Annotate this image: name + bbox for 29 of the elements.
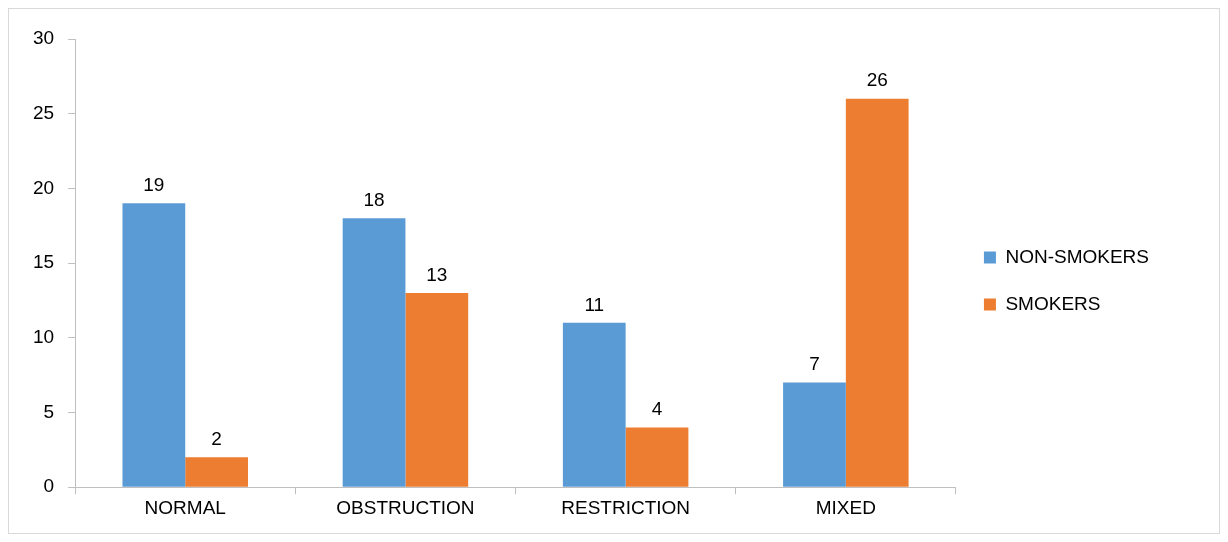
data-label: 4 [651, 398, 663, 420]
data-label: 2 [211, 428, 222, 450]
y-tick-label: 25 [32, 101, 55, 123]
bar [562, 322, 626, 487]
x-tick-label: RESTRICTION [561, 496, 691, 518]
y-tick-label: 10 [32, 326, 55, 348]
bar [845, 98, 909, 487]
y-tick-label: 15 [32, 251, 55, 273]
bar [342, 218, 406, 487]
x-tick-label: MIXED [815, 496, 876, 518]
legend-label: SMOKERS [1005, 292, 1101, 314]
y-tick-label: 0 [43, 475, 55, 497]
data-label: 11 [584, 293, 605, 315]
data-label: 19 [143, 174, 165, 196]
bar [405, 292, 469, 487]
y-tick-label: 5 [43, 400, 55, 422]
bar [625, 427, 689, 487]
y-tick-label: 30 [32, 27, 55, 49]
data-label: 13 [426, 263, 448, 285]
data-label: 18 [363, 189, 385, 211]
x-tick-label: NORMAL [144, 496, 226, 518]
data-label: 26 [866, 69, 888, 91]
bar [122, 203, 186, 487]
x-tick-label: OBSTRUCTION [336, 496, 475, 518]
bar [185, 457, 248, 487]
legend-label: NON-SMOKERS [1005, 245, 1150, 267]
data-label: 7 [809, 353, 820, 375]
bar [783, 382, 846, 487]
y-tick-label: 20 [32, 176, 55, 198]
